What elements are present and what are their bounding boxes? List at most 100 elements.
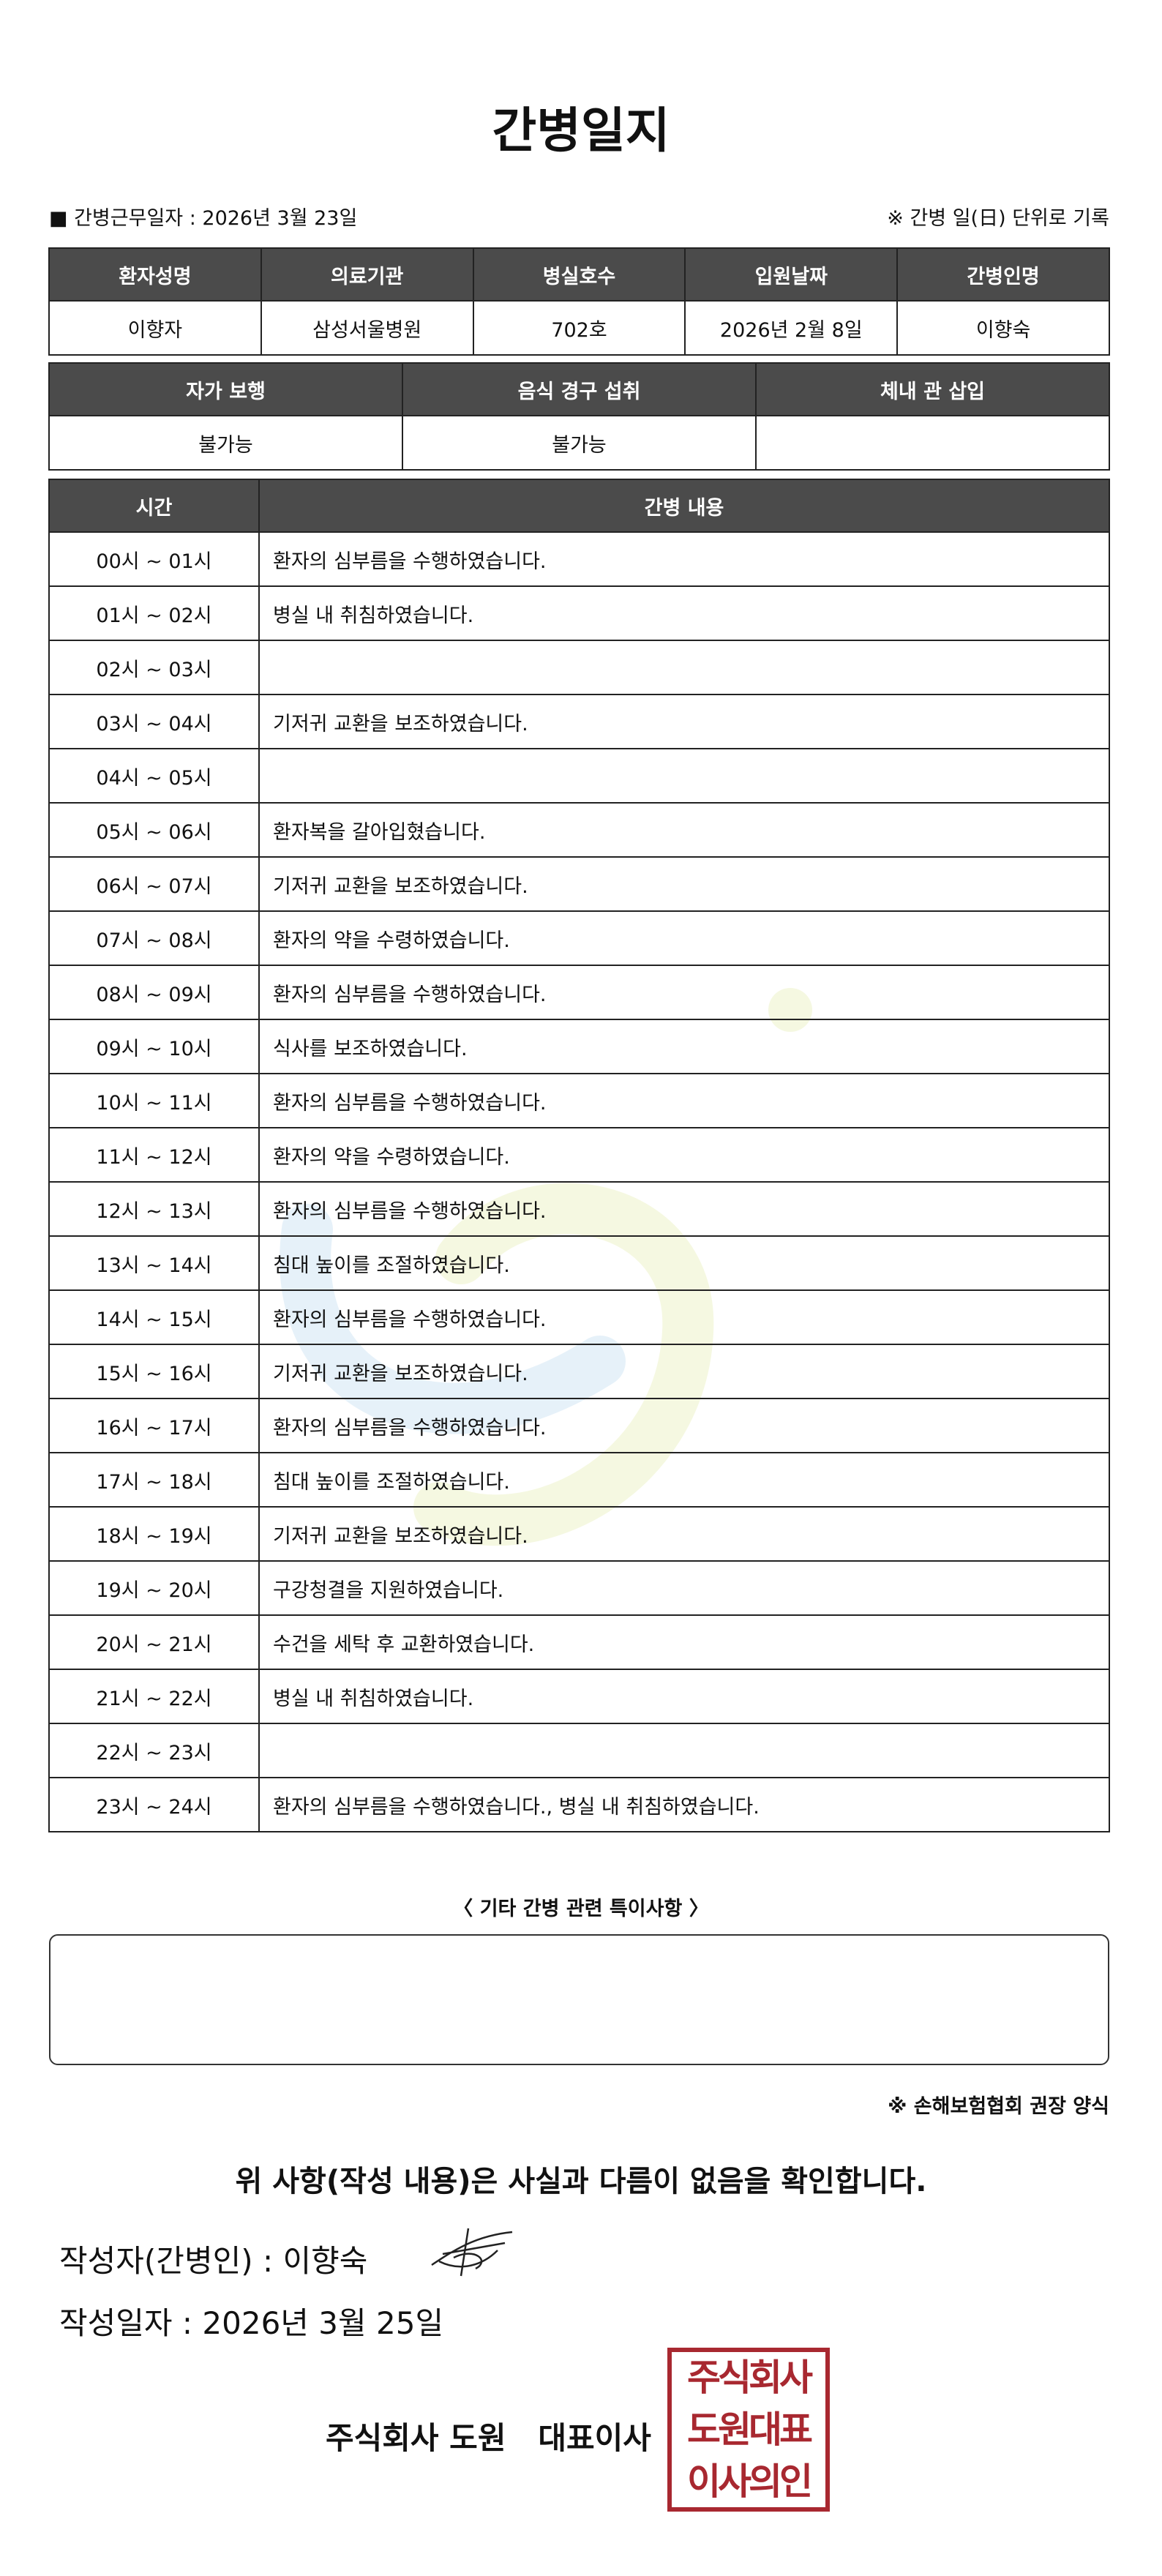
header-cell: 간병인명 bbox=[896, 247, 1110, 302]
data-cell: 기저귀 교환을 보조하였습니다. bbox=[258, 694, 1110, 749]
data-row: 07시 ~ 08시 환자의 약을 수령하였습니다. bbox=[48, 910, 1110, 966]
header-row: 환자성명 의료기관 병실호수 입원날짜 간병인명 bbox=[48, 247, 1110, 302]
data-row: 13시 ~ 14시 침대 높이를 조절하였습니다. bbox=[48, 1235, 1110, 1291]
data-cell: 08시 ~ 09시 bbox=[48, 965, 260, 1020]
header-cell: 간병 내용 bbox=[258, 479, 1110, 533]
data-cell: 불가능 bbox=[48, 415, 403, 471]
data-cell: 삼성서울병원 bbox=[260, 300, 474, 356]
data-cell: 02시 ~ 03시 bbox=[48, 640, 260, 695]
header-cell: 병실호수 bbox=[472, 247, 686, 302]
data-cell: 702호 bbox=[472, 300, 686, 356]
document-title: 간병일지 bbox=[492, 102, 670, 159]
data-cell: 환자의 심부름을 수행하였습니다. bbox=[258, 531, 1110, 587]
data-row: 17시 ~ 18시 침대 높이를 조절하였습니다. bbox=[48, 1452, 1110, 1508]
company-name: 주식회사 도원 대표이사 bbox=[326, 2420, 651, 2456]
remarks-title: 〈 기타 간병 관련 특이사항 〉 bbox=[453, 1898, 709, 1920]
header-cell: 체내 관 삽입 bbox=[755, 362, 1110, 416]
data-cell: 05시 ~ 06시 bbox=[48, 802, 260, 858]
data-cell: 침대 높이를 조절하였습니다. bbox=[258, 1235, 1110, 1291]
data-row: 11시 ~ 12시 환자의 약을 수령하였습니다. bbox=[48, 1127, 1110, 1183]
data-cell bbox=[755, 415, 1110, 471]
data-cell: 04시 ~ 05시 bbox=[48, 748, 260, 804]
record-note: ※ 간병 일(日) 단위로 기록 bbox=[887, 207, 1109, 230]
header-cell: 음식 경구 섭취 bbox=[402, 362, 757, 416]
data-cell: 식사를 보조하였습니다. bbox=[258, 1019, 1110, 1074]
seal-line: 도원대표 bbox=[687, 2408, 813, 2451]
data-row: 19시 ~ 20시 구강청결을 지원하였습니다. bbox=[48, 1560, 1110, 1616]
data-cell: 기저귀 교환을 보조하였습니다. bbox=[258, 1506, 1110, 1562]
data-row: 06시 ~ 07시 기저귀 교환을 보조하였습니다. bbox=[48, 856, 1110, 912]
data-row: 04시 ~ 05시 bbox=[48, 748, 1110, 804]
data-cell: 00시 ~ 01시 bbox=[48, 531, 260, 587]
seal-line: 주식회사 bbox=[687, 2356, 813, 2400]
data-cell: 병실 내 취침하였습니다. bbox=[258, 585, 1110, 641]
data-cell: 구강청결을 지원하였습니다. bbox=[258, 1560, 1110, 1616]
data-cell: 환자의 심부름을 수행하였습니다. bbox=[258, 1398, 1110, 1453]
status-table: 자가 보행 음식 경구 섭취 체내 관 삽입 불가능 불가능 bbox=[48, 362, 1110, 471]
data-cell: 병실 내 취침하였습니다. bbox=[258, 1669, 1110, 1724]
data-cell: 09시 ~ 10시 bbox=[48, 1019, 260, 1074]
data-cell: 18시 ~ 19시 bbox=[48, 1506, 260, 1562]
header-cell: 자가 보행 bbox=[48, 362, 403, 416]
header-row: 자가 보행 음식 경구 섭취 체내 관 삽입 bbox=[48, 362, 1110, 416]
data-row: 14시 ~ 15시 환자의 심부름을 수행하였습니다. bbox=[48, 1289, 1110, 1345]
data-row: 16시 ~ 17시 환자의 심부름을 수행하였습니다. bbox=[48, 1398, 1110, 1453]
data-row: 03시 ~ 04시 기저귀 교환을 보조하였습니다. bbox=[48, 694, 1110, 749]
data-cell: 침대 높이를 조절하였습니다. bbox=[258, 1452, 1110, 1508]
data-cell: 06시 ~ 07시 bbox=[48, 856, 260, 912]
data-cell bbox=[258, 1723, 1110, 1778]
data-cell: 13시 ~ 14시 bbox=[48, 1235, 260, 1291]
data-row: 21시 ~ 22시 병실 내 취침하였습니다. bbox=[48, 1669, 1110, 1724]
data-row: 09시 ~ 10시 식사를 보조하였습니다. bbox=[48, 1019, 1110, 1074]
remarks-box bbox=[49, 1934, 1109, 2065]
confirmation: 위 사항(작성 내용)은 사실과 다름이 없음을 확인합니다. bbox=[235, 2165, 927, 2198]
data-row: 10시 ~ 11시 환자의 심부름을 수행하였습니다. bbox=[48, 1073, 1110, 1128]
data-cell: 환자의 약을 수령하였습니다. bbox=[258, 910, 1110, 966]
data-cell: 환자의 약을 수령하였습니다. bbox=[258, 1127, 1110, 1183]
data-cell: 이향숙 bbox=[896, 300, 1110, 356]
data-cell: 기저귀 교환을 보조하였습니다. bbox=[258, 856, 1110, 912]
data-row: 05시 ~ 06시 환자복을 갈아입혔습니다. bbox=[48, 802, 1110, 858]
data-row: 01시 ~ 02시 병실 내 취침하였습니다. bbox=[48, 585, 1110, 641]
data-cell bbox=[258, 748, 1110, 804]
data-row: 02시 ~ 03시 bbox=[48, 640, 1110, 695]
data-cell bbox=[258, 640, 1110, 695]
data-cell: 16시 ~ 17시 bbox=[48, 1398, 260, 1453]
data-cell: 15시 ~ 16시 bbox=[48, 1344, 260, 1399]
data-cell: 19시 ~ 20시 bbox=[48, 1560, 260, 1616]
data-cell: 환자의 심부름을 수행하였습니다. bbox=[258, 1073, 1110, 1128]
data-cell: 2026년 2월 8일 bbox=[684, 300, 899, 356]
data-row: 23시 ~ 24시 환자의 심부름을 수행하였습니다., 병실 내 취침하였습니다… bbox=[48, 1777, 1110, 1832]
write-date: 작성일자 : 2026년 3월 25일 bbox=[59, 2305, 444, 2341]
header-row: 시간 간병 내용 bbox=[48, 479, 1110, 533]
data-cell: 환자의 심부름을 수행하였습니다. bbox=[258, 965, 1110, 1020]
data-cell: 11시 ~ 12시 bbox=[48, 1127, 260, 1183]
data-cell: 23시 ~ 24시 bbox=[48, 1777, 260, 1832]
data-cell: 10시 ~ 11시 bbox=[48, 1073, 260, 1128]
data-cell: 01시 ~ 02시 bbox=[48, 585, 260, 641]
data-row: 12시 ~ 13시 환자의 심부름을 수행하였습니다. bbox=[48, 1181, 1110, 1237]
data-row: 불가능 불가능 bbox=[48, 415, 1110, 471]
data-row: 08시 ~ 09시 환자의 심부름을 수행하였습니다. bbox=[48, 965, 1110, 1020]
data-cell: 03시 ~ 04시 bbox=[48, 694, 260, 749]
seal-line: 이사의인 bbox=[687, 2460, 813, 2503]
data-cell: 14시 ~ 15시 bbox=[48, 1289, 260, 1345]
data-cell: 기저귀 교환을 보조하였습니다. bbox=[258, 1344, 1110, 1399]
header-cell: 의료기관 bbox=[260, 247, 474, 302]
signature-scribble bbox=[431, 2228, 513, 2277]
data-row: 18시 ~ 19시 기저귀 교환을 보조하였습니다. bbox=[48, 1506, 1110, 1562]
watermark bbox=[280, 988, 812, 1546]
header-cell: 입원날짜 bbox=[684, 247, 899, 302]
data-row: 00시 ~ 01시 환자의 심부름을 수행하였습니다. bbox=[48, 531, 1110, 587]
data-cell: 이향자 bbox=[48, 300, 262, 356]
work-date: ■ 간병근무일자 : 2026년 3월 23일 bbox=[49, 207, 358, 230]
header-cell: 시간 bbox=[48, 479, 260, 533]
data-cell: 불가능 bbox=[402, 415, 757, 471]
form-note: ※ 손해보험협회 권장 양식 bbox=[888, 2095, 1109, 2118]
data-cell: 21시 ~ 22시 bbox=[48, 1669, 260, 1724]
data-row: 이향자 삼성서울병원 702호 2026년 2월 8일 이향숙 bbox=[48, 300, 1110, 356]
data-row: 22시 ~ 23시 bbox=[48, 1723, 1110, 1778]
data-cell: 17시 ~ 18시 bbox=[48, 1452, 260, 1508]
